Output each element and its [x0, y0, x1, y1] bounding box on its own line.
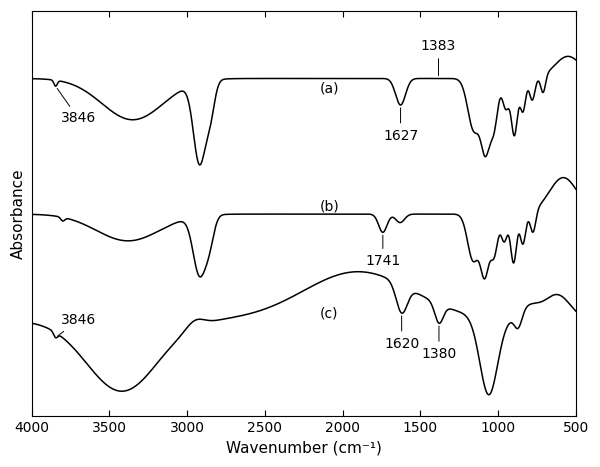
Text: (c): (c) [319, 306, 338, 320]
Text: (a): (a) [319, 82, 339, 96]
Text: 3846: 3846 [58, 313, 96, 336]
Text: 1380: 1380 [421, 326, 457, 361]
Text: 1383: 1383 [421, 39, 456, 76]
Text: 1741: 1741 [365, 235, 400, 268]
Text: 1627: 1627 [383, 108, 418, 142]
Text: (b): (b) [319, 199, 339, 213]
X-axis label: Wavenumber (cm⁻¹): Wavenumber (cm⁻¹) [226, 441, 382, 456]
Text: 3846: 3846 [57, 88, 96, 126]
Y-axis label: Absorbance: Absorbance [11, 169, 26, 259]
Text: 1620: 1620 [384, 316, 419, 351]
